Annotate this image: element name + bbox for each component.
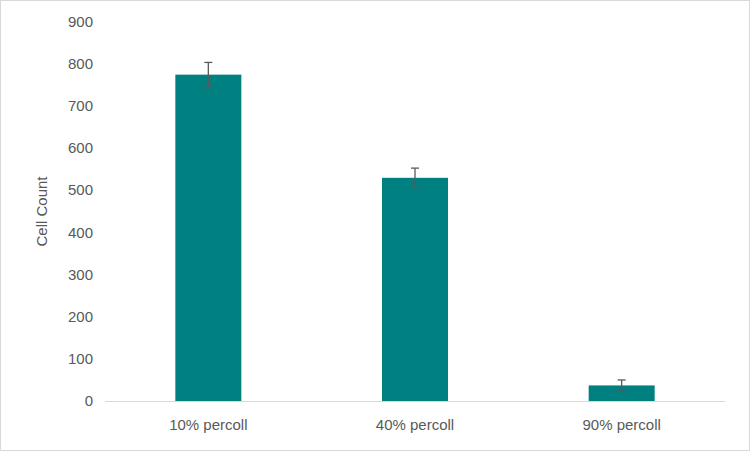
y-tick-label: 500 <box>68 181 93 198</box>
bar <box>382 178 448 401</box>
bar <box>175 75 241 401</box>
error-bar <box>618 380 626 391</box>
bars <box>175 62 654 401</box>
y-tick-label: 700 <box>68 97 93 114</box>
y-tick-label: 400 <box>68 224 93 241</box>
error-bar <box>204 62 212 86</box>
y-tick-label: 800 <box>68 55 93 72</box>
error-bar <box>411 168 419 187</box>
x-tick-label: 90% percoll <box>582 416 660 433</box>
chart-container: 0 100 200 300 400 500 600 700 800 900 Cell Count 10… <box>0 0 750 451</box>
chart-border <box>1 1 750 451</box>
y-tick-label: 100 <box>68 350 93 367</box>
x-tick-label: 40% percoll <box>376 416 454 433</box>
x-axis-line <box>105 401 725 402</box>
chart: 0 100 200 300 400 500 600 700 800 900 Cell Count 10… <box>0 0 750 451</box>
y-tick-label: 600 <box>68 139 93 156</box>
y-axis-title: Cell Count <box>33 176 50 247</box>
y-tick-label: 300 <box>68 266 93 283</box>
x-tick-label: 10% percoll <box>169 416 247 433</box>
y-tick-label: 200 <box>68 308 93 325</box>
y-tick-label: 900 <box>68 13 93 30</box>
y-tick-label: 0 <box>85 392 93 409</box>
